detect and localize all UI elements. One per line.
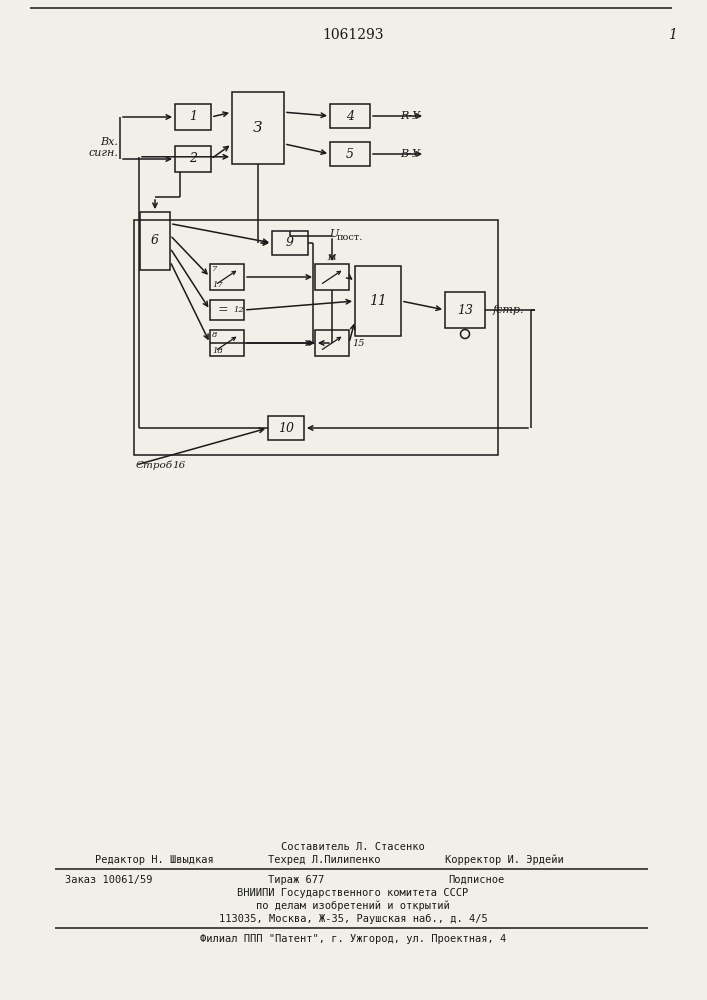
Text: 2: 2 <box>189 152 197 165</box>
Bar <box>140 212 170 270</box>
Text: U: U <box>330 229 339 239</box>
Bar <box>210 264 244 290</box>
Text: 12: 12 <box>233 306 245 314</box>
Text: 15: 15 <box>352 338 365 348</box>
Text: 11: 11 <box>369 294 387 308</box>
Bar <box>315 264 349 290</box>
Text: З: З <box>253 121 263 135</box>
Text: Составитель Л. Стасенко: Составитель Л. Стасенко <box>281 842 425 852</box>
Text: Заказ 10061/59: Заказ 10061/59 <box>65 875 153 885</box>
Text: Филиал ППП "Патент", г. Ужгород, ул. Проектная, 4: Филиал ППП "Патент", г. Ужгород, ул. Про… <box>200 934 506 944</box>
Bar <box>210 300 244 320</box>
Text: пост.: пост. <box>337 232 363 241</box>
Bar <box>210 330 244 356</box>
Text: fстр.: fстр. <box>493 305 525 315</box>
Text: Редактор Н. Швыдкая: Редактор Н. Швыдкая <box>95 855 214 865</box>
Bar <box>330 142 370 166</box>
Bar <box>445 292 485 328</box>
Bar <box>330 104 370 128</box>
Text: R-У: R-У <box>400 111 420 121</box>
Text: Строб: Строб <box>136 460 173 470</box>
Text: 14: 14 <box>327 254 337 262</box>
Text: 113035, Москва, Ж-35, Раушская наб., д. 4/5: 113035, Москва, Ж-35, Раушская наб., д. … <box>218 914 487 924</box>
Text: 18: 18 <box>212 347 223 355</box>
Bar <box>175 104 211 130</box>
Text: 1: 1 <box>189 110 197 123</box>
Text: 1: 1 <box>667 28 677 42</box>
Text: сигн.: сигн. <box>88 148 118 158</box>
Text: В-У: В-У <box>400 149 420 159</box>
Text: Корректор И. Эрдейи: Корректор И. Эрдейи <box>445 855 563 865</box>
Text: 13: 13 <box>457 304 473 316</box>
Text: 5: 5 <box>346 147 354 160</box>
Bar <box>355 266 401 336</box>
Bar <box>268 416 304 440</box>
Text: =: = <box>218 304 228 316</box>
Text: 8: 8 <box>212 331 217 339</box>
Text: 10: 10 <box>278 422 294 434</box>
Text: ВНИИПИ Государственного комитета СССР: ВНИИПИ Государственного комитета СССР <box>238 888 469 898</box>
Text: Тираж 677: Тираж 677 <box>268 875 325 885</box>
Text: 1061293: 1061293 <box>322 28 384 42</box>
Text: 7: 7 <box>212 265 217 273</box>
Text: Техред Л.Пилипенко: Техред Л.Пилипенко <box>268 855 380 865</box>
Text: Подписное: Подписное <box>448 875 504 885</box>
Text: по делам изобретений и открытий: по делам изобретений и открытий <box>256 901 450 911</box>
Bar <box>315 330 349 356</box>
Text: 9: 9 <box>286 236 294 249</box>
Text: 17: 17 <box>212 281 223 289</box>
Text: 6: 6 <box>151 234 159 247</box>
Bar <box>134 220 498 455</box>
Bar <box>232 92 284 164</box>
Bar <box>175 146 211 172</box>
Text: 16: 16 <box>172 460 185 470</box>
Text: Вх.: Вх. <box>100 137 118 147</box>
Text: 4: 4 <box>346 109 354 122</box>
Bar <box>272 231 308 255</box>
